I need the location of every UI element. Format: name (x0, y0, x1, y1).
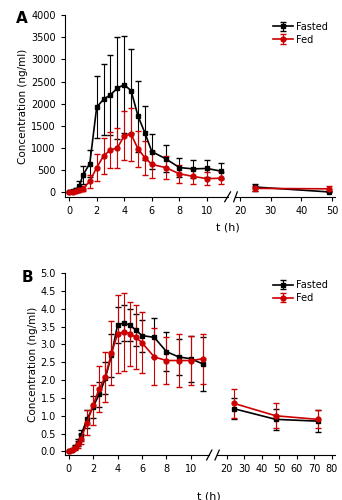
Text: B: B (22, 270, 33, 284)
Y-axis label: Concentration (ng/ml): Concentration (ng/ml) (18, 48, 28, 164)
Legend: Fasted, Fed: Fasted, Fed (271, 20, 330, 46)
Text: t (h): t (h) (216, 222, 239, 232)
Legend: Fasted, Fed: Fasted, Fed (271, 278, 330, 305)
Y-axis label: Concentration (ng/ml): Concentration (ng/ml) (28, 306, 38, 422)
Text: t (h): t (h) (197, 492, 221, 500)
Text: A: A (16, 12, 28, 26)
